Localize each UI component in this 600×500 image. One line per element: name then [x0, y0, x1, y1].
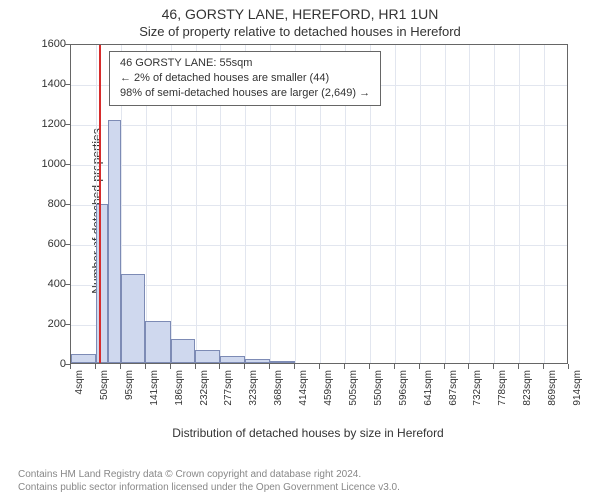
x-tick-mark	[120, 364, 121, 369]
x-tick-label: 368sqm	[273, 370, 284, 406]
y-tick-label: 1600	[26, 38, 66, 50]
marker-line	[99, 45, 101, 363]
x-tick-label: 141sqm	[149, 370, 160, 406]
x-tick-label: 505sqm	[348, 370, 359, 406]
y-tick-mark	[65, 204, 70, 205]
x-tick-mark	[269, 364, 270, 369]
y-tick-mark	[65, 84, 70, 85]
x-tick-label: 687sqm	[448, 370, 459, 406]
x-tick-mark	[543, 364, 544, 369]
x-tick-mark	[195, 364, 196, 369]
x-tick-mark	[419, 364, 420, 369]
x-tick-label: 323sqm	[248, 370, 259, 406]
annotation-line: ← 2% of detached houses are smaller (44)	[120, 71, 370, 86]
x-tick-mark	[170, 364, 171, 369]
x-tick-label: 823sqm	[522, 370, 533, 406]
x-tick-mark	[145, 364, 146, 369]
gridline-v	[445, 45, 446, 363]
page-title-line1: 46, GORSTY LANE, HEREFORD, HR1 1UN	[0, 0, 600, 22]
histogram-bar	[195, 350, 220, 363]
gridline-v	[494, 45, 495, 363]
x-tick-label: 186sqm	[174, 370, 185, 406]
y-tick-mark	[65, 44, 70, 45]
x-tick-label: 869sqm	[547, 370, 558, 406]
gridline-v	[519, 45, 520, 363]
x-tick-mark	[493, 364, 494, 369]
annotation-box: 46 GORSTY LANE: 55sqm ← 2% of detached h…	[109, 51, 381, 106]
histogram-bar	[145, 321, 170, 363]
x-tick-mark	[70, 364, 71, 369]
y-tick-mark	[65, 164, 70, 165]
y-tick-mark	[65, 284, 70, 285]
y-tick-label: 1000	[26, 158, 66, 170]
footer-line: Contains HM Land Registry data © Crown c…	[18, 468, 590, 481]
y-tick-label: 1200	[26, 118, 66, 130]
y-tick-label: 0	[26, 358, 66, 370]
x-tick-label: 596sqm	[398, 370, 409, 406]
x-tick-mark	[444, 364, 445, 369]
histogram-bar	[220, 356, 245, 363]
gridline-v	[395, 45, 396, 363]
y-tick-mark	[65, 244, 70, 245]
histogram-bar	[270, 361, 295, 363]
page-title-line2: Size of property relative to detached ho…	[0, 22, 600, 39]
histogram-bar	[121, 274, 146, 363]
x-tick-label: 50sqm	[99, 370, 110, 400]
x-tick-mark	[244, 364, 245, 369]
histogram-bar	[171, 339, 196, 363]
x-tick-label: 459sqm	[323, 370, 334, 406]
footer-line: Contains public sector information licen…	[18, 481, 590, 494]
footer: Contains HM Land Registry data © Crown c…	[18, 468, 590, 494]
y-tick-label: 400	[26, 278, 66, 290]
x-tick-label: 778sqm	[497, 370, 508, 406]
plot-area: 46 GORSTY LANE: 55sqm ← 2% of detached h…	[70, 44, 568, 364]
histogram-bar	[245, 359, 270, 363]
x-tick-label: 4sqm	[74, 370, 85, 394]
gridline-v	[544, 45, 545, 363]
histogram-bar	[108, 120, 121, 363]
x-tick-mark	[468, 364, 469, 369]
y-tick-mark	[65, 124, 70, 125]
y-tick-label: 200	[26, 318, 66, 330]
x-tick-mark	[319, 364, 320, 369]
x-axis-label: Distribution of detached houses by size …	[48, 426, 568, 440]
y-tick-label: 800	[26, 198, 66, 210]
x-tick-label: 550sqm	[373, 370, 384, 406]
x-tick-mark	[344, 364, 345, 369]
x-tick-label: 95sqm	[124, 370, 135, 400]
x-tick-mark	[568, 364, 569, 369]
annotation-line: 98% of semi-detached houses are larger (…	[120, 86, 370, 101]
annotation-line: 46 GORSTY LANE: 55sqm	[120, 56, 370, 71]
x-tick-mark	[219, 364, 220, 369]
gridline-v	[420, 45, 421, 363]
x-tick-mark	[95, 364, 96, 369]
chart-container: Number of detached properties 46 GORSTY …	[48, 44, 568, 404]
x-tick-label: 914sqm	[572, 370, 583, 406]
histogram-bar	[71, 354, 96, 363]
x-tick-mark	[369, 364, 370, 369]
x-tick-mark	[518, 364, 519, 369]
x-tick-label: 732sqm	[472, 370, 483, 406]
gridline-v	[469, 45, 470, 363]
x-tick-label: 641sqm	[423, 370, 434, 406]
y-tick-label: 1400	[26, 78, 66, 90]
x-tick-mark	[394, 364, 395, 369]
y-tick-label: 600	[26, 238, 66, 250]
x-tick-label: 232sqm	[199, 370, 210, 406]
histogram-bar	[96, 204, 109, 363]
x-tick-label: 277sqm	[223, 370, 234, 406]
x-tick-mark	[294, 364, 295, 369]
x-tick-label: 414sqm	[298, 370, 309, 406]
y-tick-mark	[65, 324, 70, 325]
